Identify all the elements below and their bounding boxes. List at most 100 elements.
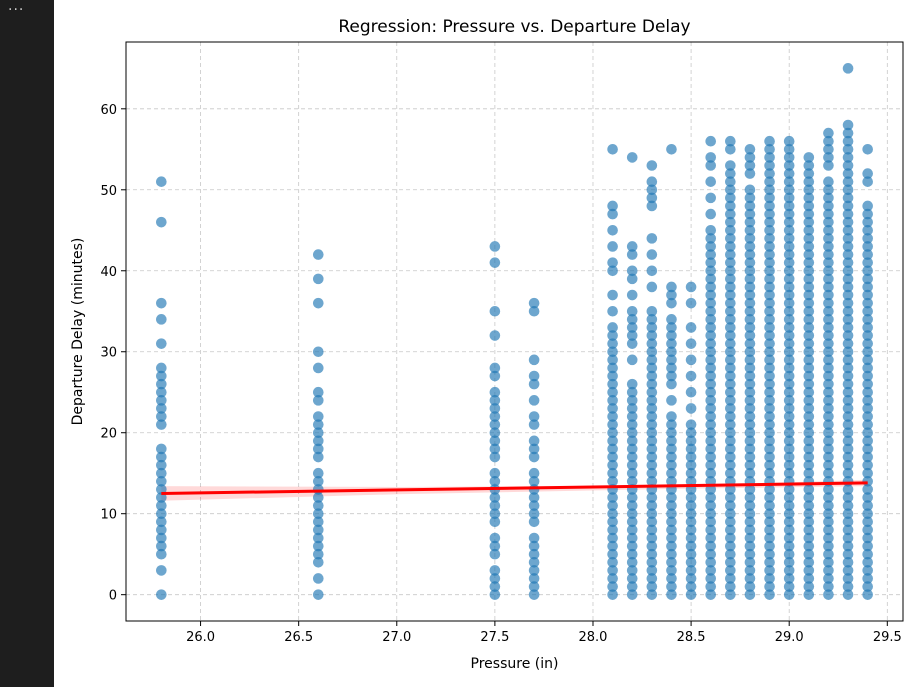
data-point bbox=[823, 176, 834, 187]
data-point bbox=[823, 224, 834, 236]
data-point bbox=[764, 484, 775, 495]
data-point bbox=[764, 233, 775, 244]
data-point bbox=[528, 589, 540, 600]
data-point bbox=[744, 281, 756, 293]
data-point bbox=[156, 362, 167, 374]
data-point bbox=[842, 573, 854, 584]
data-point bbox=[862, 143, 873, 155]
x-tick-label: 27.0 bbox=[382, 630, 411, 645]
data-point bbox=[862, 443, 873, 455]
data-point bbox=[862, 403, 873, 414]
data-point bbox=[626, 314, 638, 325]
data-point bbox=[705, 249, 717, 260]
data-point bbox=[803, 435, 815, 447]
data-point bbox=[803, 548, 815, 560]
data-point bbox=[725, 168, 736, 179]
data-point bbox=[764, 516, 775, 528]
data-point bbox=[646, 265, 658, 277]
data-point bbox=[666, 548, 677, 560]
data-point bbox=[842, 451, 854, 463]
more-actions-icon[interactable]: ··· bbox=[8, 2, 25, 18]
data-point bbox=[783, 435, 795, 447]
data-point bbox=[744, 532, 756, 544]
data-point bbox=[725, 257, 736, 268]
data-point bbox=[626, 330, 638, 341]
data-point bbox=[705, 540, 717, 552]
data-point bbox=[842, 354, 854, 366]
data-point bbox=[646, 184, 658, 196]
data-point bbox=[862, 208, 873, 220]
data-point bbox=[626, 516, 638, 528]
data-point bbox=[705, 524, 717, 536]
data-point bbox=[842, 184, 854, 196]
data-point bbox=[842, 160, 854, 171]
data-point bbox=[764, 135, 775, 147]
data-point bbox=[528, 476, 540, 487]
data-point bbox=[803, 565, 815, 576]
data-point bbox=[156, 500, 167, 511]
data-point bbox=[312, 419, 324, 430]
data-point bbox=[744, 395, 756, 406]
data-point bbox=[764, 314, 775, 325]
data-point bbox=[705, 176, 717, 187]
data-point bbox=[823, 524, 834, 536]
data-point bbox=[803, 540, 815, 552]
data-point bbox=[764, 508, 775, 520]
data-point bbox=[783, 322, 795, 333]
data-point bbox=[528, 516, 540, 528]
data-point bbox=[744, 589, 756, 600]
data-point bbox=[803, 249, 815, 260]
data-point bbox=[823, 589, 834, 600]
data-point bbox=[607, 581, 618, 592]
data-point bbox=[528, 500, 540, 511]
data-point bbox=[646, 492, 658, 503]
data-point bbox=[823, 152, 834, 163]
data-point bbox=[744, 459, 756, 471]
data-point bbox=[803, 224, 815, 236]
data-point bbox=[842, 338, 854, 349]
data-point bbox=[646, 354, 658, 366]
data-point bbox=[489, 411, 501, 422]
data-point bbox=[646, 395, 658, 406]
data-point bbox=[803, 241, 815, 252]
data-point bbox=[803, 516, 815, 528]
data-point bbox=[725, 419, 736, 430]
data-point bbox=[862, 484, 873, 495]
data-point bbox=[764, 467, 775, 479]
data-point bbox=[803, 573, 815, 584]
data-point bbox=[725, 281, 736, 293]
data-point bbox=[528, 565, 540, 576]
data-point bbox=[783, 176, 795, 187]
data-point bbox=[803, 459, 815, 471]
data-point bbox=[725, 386, 736, 398]
data-point bbox=[705, 297, 717, 309]
data-point bbox=[626, 443, 638, 455]
data-point bbox=[607, 467, 618, 479]
data-point bbox=[705, 500, 717, 511]
data-point bbox=[156, 378, 167, 390]
data-point bbox=[528, 378, 540, 390]
data-point bbox=[666, 467, 677, 479]
data-point bbox=[666, 378, 677, 390]
data-point bbox=[725, 524, 736, 536]
data-point bbox=[862, 540, 873, 552]
data-point bbox=[725, 378, 736, 390]
data-point bbox=[842, 208, 854, 220]
data-point bbox=[725, 484, 736, 495]
data-point bbox=[646, 581, 658, 592]
data-point bbox=[783, 589, 795, 600]
data-point bbox=[823, 565, 834, 576]
data-point bbox=[823, 378, 834, 390]
data-point bbox=[842, 516, 854, 528]
data-point bbox=[764, 411, 775, 422]
data-point bbox=[783, 184, 795, 196]
data-point bbox=[646, 370, 658, 382]
data-point bbox=[842, 378, 854, 390]
data-point bbox=[823, 581, 834, 592]
data-point bbox=[705, 330, 717, 341]
data-point bbox=[783, 338, 795, 349]
data-point bbox=[803, 378, 815, 390]
data-point bbox=[744, 435, 756, 447]
data-point bbox=[666, 435, 677, 447]
data-point bbox=[823, 370, 834, 382]
